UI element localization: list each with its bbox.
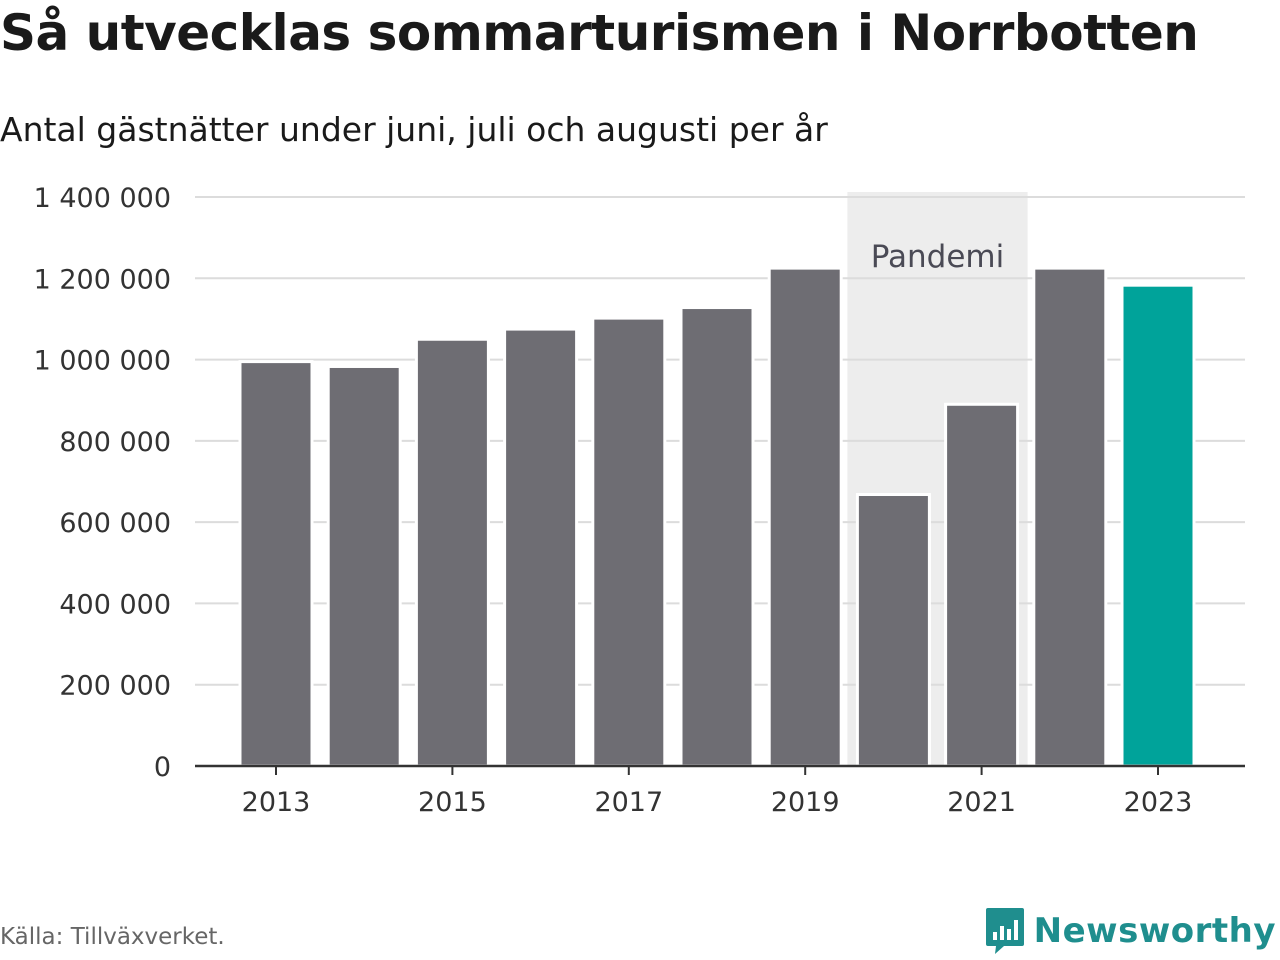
brand-logo: Newsworthy: [984, 906, 1276, 956]
source-note: Källa: Tillväxverket.: [0, 924, 225, 950]
y-tick-label: 1 000 000: [34, 346, 171, 377]
y-tick-label: 600 000: [59, 508, 171, 539]
y-tick-label: 800 000: [59, 427, 171, 458]
y-tick-label: 1 400 000: [34, 183, 171, 214]
y-tick-label: 200 000: [59, 671, 171, 702]
chart-title: Så utvecklas sommarturismen i Norrbotten: [0, 4, 1199, 62]
newsworthy-logo-icon: [985, 908, 1024, 954]
bar-2018: [679, 306, 755, 768]
bars: [238, 266, 1196, 768]
bar-2023: [1120, 283, 1196, 768]
axes: [195, 764, 1245, 775]
bar-2019: [767, 266, 843, 768]
x-tick-label: 2019: [771, 787, 840, 818]
x-tick-label: 2021: [947, 787, 1016, 818]
y-tick-label: 0: [154, 752, 171, 783]
bar-2022: [1032, 266, 1108, 768]
bar-2013: [238, 360, 314, 768]
tick-labels: 0 200 000 400 000 600 000 800 000 1 000 000 1 …: [34, 183, 1193, 818]
pandemic-label: Pandemi: [871, 239, 1005, 275]
bar-2017: [591, 316, 667, 768]
bar-2020: [855, 493, 931, 768]
x-tick-label: 2017: [594, 787, 663, 818]
y-tick-label: 1 200 000: [34, 264, 171, 295]
brand-name: Newsworthy: [1033, 911, 1276, 951]
y-tick-label: 400 000: [59, 589, 171, 620]
bar-2016: [503, 327, 579, 768]
bar-2021: [944, 402, 1020, 768]
bar-2015: [414, 337, 490, 768]
x-tick-label: 2013: [242, 787, 311, 818]
x-tick-label: 2023: [1124, 787, 1193, 818]
x-tick-label: 2015: [418, 787, 487, 818]
bar-2014: [326, 364, 402, 768]
chart-subtitle: Antal gästnätter under juni, juli och au…: [0, 110, 828, 149]
